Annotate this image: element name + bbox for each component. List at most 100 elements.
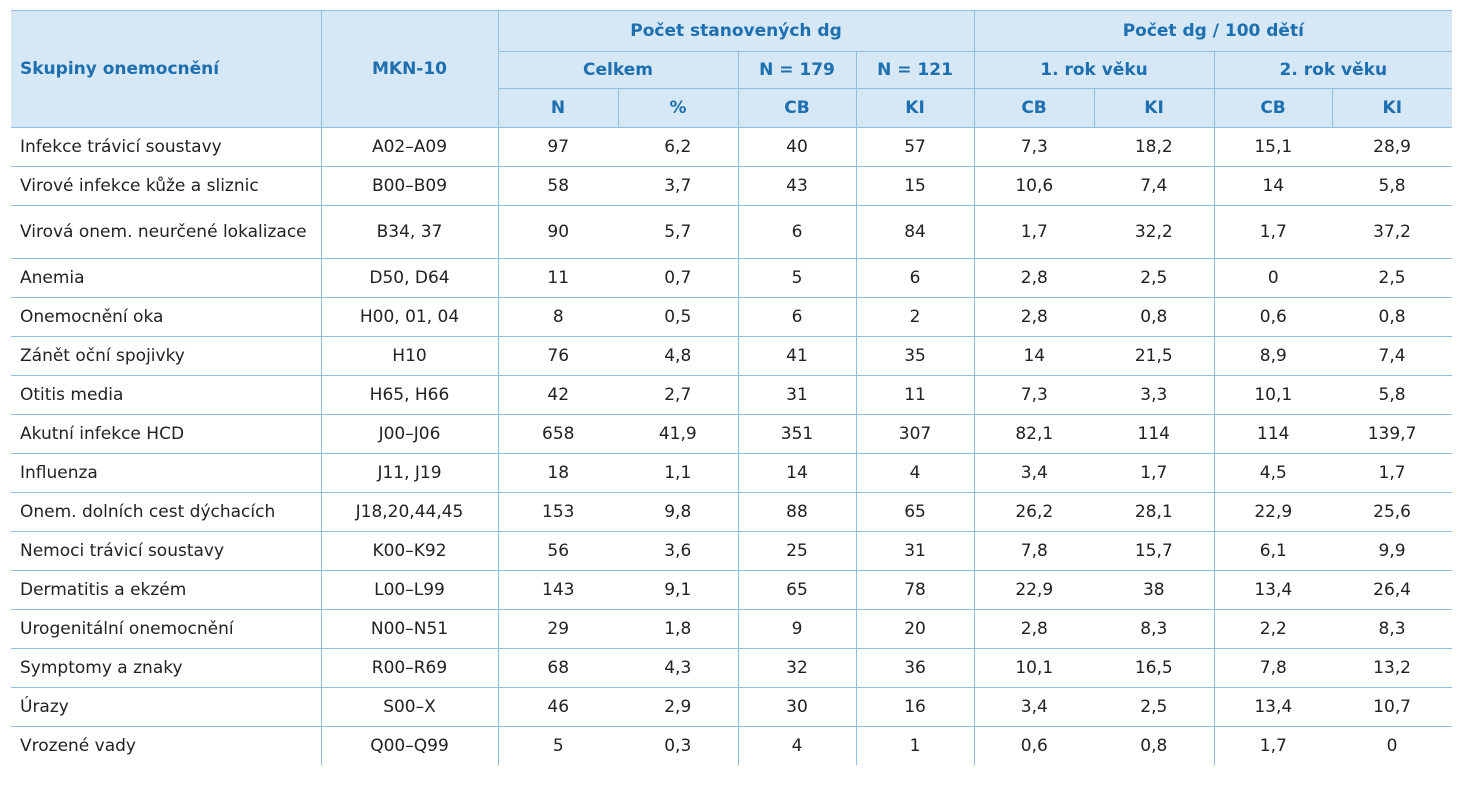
cell-ki2: 37,2 — [1332, 205, 1453, 259]
cell-n: 46 — [497, 687, 618, 727]
header-celkem: Celkem — [497, 51, 739, 89]
table-row: Influenza J11, J19 18 1,1 14 4 3,4 1,7 4,5 1,7 — [11, 453, 1453, 493]
cell-cb: 5 — [737, 258, 856, 298]
table-row: Zánět oční spojivky H10 76 4,8 41 35 14 21,5 8,9… — [11, 336, 1453, 376]
cell-ki1: 32,2 — [1094, 205, 1215, 259]
cell-mkn: R00–R69 — [320, 648, 498, 688]
cell-mkn: D50, D64 — [320, 258, 498, 298]
table-row: Symptomy a znaky R00–R69 68 4,3 32 36 10,1 16,5… — [11, 648, 1453, 688]
cell-pct: 4,3 — [618, 648, 738, 688]
cell-ki2: 13,2 — [1332, 648, 1453, 688]
cell-pct: 2,9 — [618, 687, 738, 727]
cell-cb: 6 — [737, 205, 856, 259]
table-row: Vrozené vady Q00–Q99 5 0,3 4 1 0,6 0,8 1,7 0 — [11, 726, 1452, 765]
header-cb1: CB — [973, 88, 1095, 128]
cell-ki2: 1,7 — [1332, 453, 1453, 493]
cell-ki: 20 — [855, 609, 975, 649]
cell-group-name: Otitis media — [11, 375, 321, 415]
cell-n: 56 — [497, 531, 618, 571]
cell-group-label: Virová onem. neurčené lokalizace — [20, 221, 307, 242]
cell-group-name: Virové infekce kůže a sliznic — [11, 166, 321, 206]
cell-n: 8 — [497, 297, 618, 337]
cell-cb2: 1,7 — [1213, 205, 1333, 259]
cell-n: 97 — [497, 127, 618, 167]
cell-pct: 4,8 — [618, 336, 738, 376]
cell-pct: 0,3 — [664, 736, 692, 756]
cell-mkn: J00–J06 — [320, 414, 498, 454]
cell-group-label: Urogenitální onemocnění — [20, 618, 234, 639]
header-mkn: MKN-10 — [320, 10, 499, 128]
cell-ki1: 15,7 — [1094, 531, 1215, 571]
cell-cb: 14 — [737, 453, 856, 493]
cell-ki2: 28,9 — [1332, 127, 1453, 167]
cell-pct: 0,5 — [618, 297, 738, 337]
cell-ki1: 8,3 — [1094, 609, 1215, 649]
cell-ki2: 5,8 — [1332, 166, 1453, 206]
cell-cb2: 15,1 — [1213, 127, 1333, 167]
cell-group-name: Zánět oční spojivky — [11, 336, 321, 376]
cell-n: 658 — [497, 414, 618, 454]
cell-group-label: Onemocnění oka — [20, 306, 164, 327]
cell-group-name: Úrazy — [11, 687, 321, 727]
cell-group-label: Zánět oční spojivky — [20, 345, 185, 366]
cell-cb2: 8,9 — [1213, 336, 1333, 376]
cell-cb1: 2,8 — [973, 609, 1095, 649]
cell-ki1: 21,5 — [1094, 336, 1215, 376]
cell-cb: 88 — [737, 492, 856, 532]
cell-cb: 32 — [737, 648, 856, 688]
header-rok2: 2. rok věku — [1213, 51, 1453, 89]
cell-n: 5 — [497, 726, 618, 765]
header-n179: N = 179 — [737, 51, 857, 89]
cell-group-name: Symptomy a znaky — [11, 648, 321, 688]
table-row: Virová onem. neurčené lokalizace B34, 37 9… — [11, 205, 1453, 259]
cell-mkn: H65, H66 — [320, 375, 498, 415]
cell-ki2: 2,5 — [1332, 258, 1453, 298]
cell-group-label: Anemia — [20, 267, 85, 288]
cell-cb1: 2,8 — [973, 297, 1095, 337]
cell-cb: 43 — [737, 166, 856, 206]
cell-cb1: 14 — [973, 336, 1095, 376]
cell-n: 29 — [497, 609, 618, 649]
cell-cb2: 13,4 — [1213, 570, 1333, 610]
table-row: Akutní infekce HCD J00–J06 658 41,9 351 307 82… — [11, 414, 1453, 454]
cell-group-name: Nemoci trávicí soustavy — [11, 531, 321, 571]
cell-group-name: Virová onem. neurčené lokalizace — [11, 205, 321, 259]
cell-n: 153 — [497, 492, 618, 532]
cell-pct: 6,2 — [618, 127, 738, 167]
cell-ki2: 0,8 — [1332, 297, 1453, 337]
cell-ki: 11 — [855, 375, 975, 415]
header-ki1: KI — [1093, 88, 1215, 128]
table-row: Infekce trávicí soustavy A02–A09 97 6,2 40 57… — [11, 127, 1453, 167]
cell-group-name: Infekce trávicí soustavy — [11, 127, 321, 167]
header-ki: KI — [855, 88, 975, 128]
cell-cb2: 2,2 — [1213, 609, 1333, 649]
table-row: Úrazy S00–X 46 2,9 30 16 3,4 2,5 13,4 10,7 — [11, 687, 1453, 727]
cell-cb2: 10,1 — [1213, 375, 1333, 415]
cell-ki1: 38 — [1094, 570, 1215, 610]
cell-pct: 0,7 — [618, 258, 738, 298]
cell-cb1: 26,2 — [973, 492, 1095, 532]
cell-cb2: 7,8 — [1213, 648, 1333, 688]
cell-group-label: Dermatitis a ekzém — [20, 579, 187, 600]
header-cb2: CB — [1213, 88, 1333, 128]
cell-ki2: 26,4 — [1332, 570, 1453, 610]
cell-mkn: B34, 37 — [320, 205, 498, 259]
cell-group-label: Nemoci trávicí soustavy — [20, 540, 225, 561]
cell-group-name: Onemocnění oka — [11, 297, 321, 337]
cell-pct: 3,6 — [618, 531, 738, 571]
cell-cb: 25 — [737, 531, 856, 571]
cell-group-label: Infekce trávicí soustavy — [20, 136, 222, 157]
cell-ki1: 0,8 — [1140, 736, 1168, 756]
cell-cb2: 0,6 — [1213, 297, 1333, 337]
cell-group-label: Akutní infekce HCD — [20, 423, 185, 444]
cell-cb: 41 — [737, 336, 856, 376]
cell-cb: 9 — [737, 609, 856, 649]
cell-group-name: Akutní infekce HCD — [11, 414, 321, 454]
cell-mkn: Q00–Q99 — [320, 726, 498, 765]
cell-cb: 351 — [737, 414, 856, 454]
cell-mkn: J18,20,44,45 — [320, 492, 498, 532]
cell-ki1: 7,4 — [1094, 166, 1215, 206]
cell-ki: 307 — [855, 414, 975, 454]
cell-ki2: 139,7 — [1332, 414, 1453, 454]
cell-group-label: Vrozené vady — [20, 735, 136, 756]
